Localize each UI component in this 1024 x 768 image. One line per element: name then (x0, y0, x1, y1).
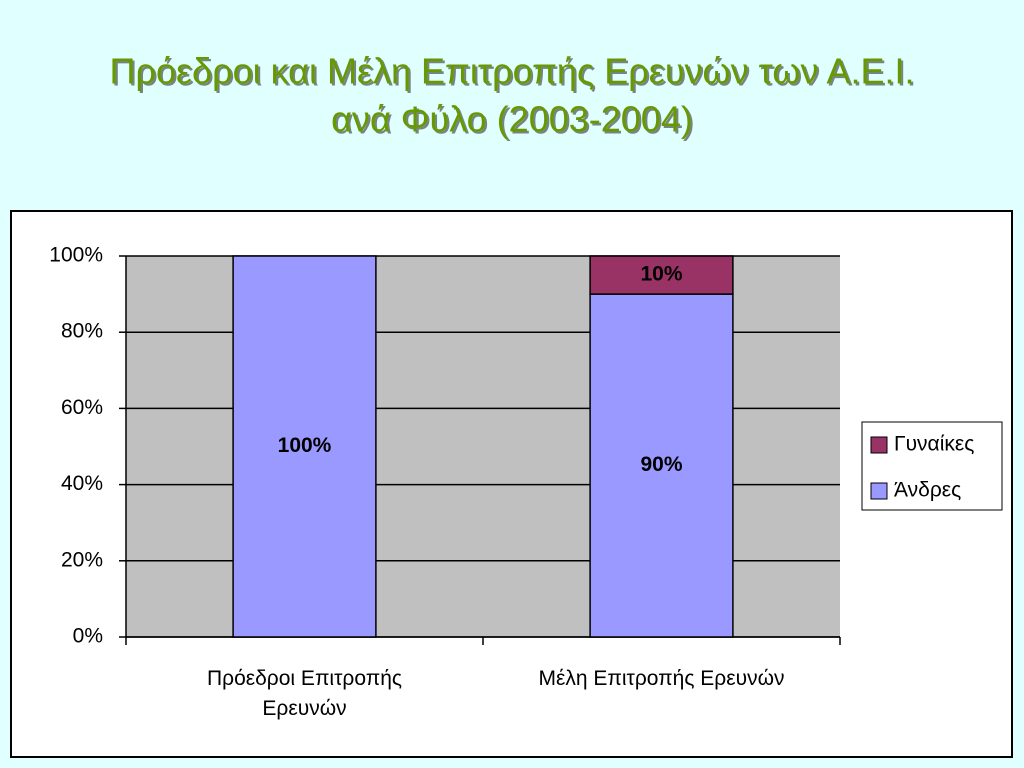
data-label: 10% (640, 263, 682, 286)
legend-swatch (870, 436, 888, 454)
legend-label: Άνδρες (894, 479, 961, 502)
y-tick-label: 100% (49, 244, 103, 267)
bar-segment (232, 255, 377, 638)
y-tick-label: 0% (73, 625, 103, 648)
y-tick-label: 80% (61, 320, 103, 343)
data-label: 100% (278, 434, 332, 457)
data-label: 90% (640, 453, 682, 476)
y-tick-label: 60% (61, 396, 103, 419)
legend-swatch (870, 482, 888, 500)
legend-label: Γυναίκες (894, 433, 974, 456)
x-tick-label: Πρόεδροι Επιτροπής Ερευνών (206, 667, 403, 720)
bar-segment (589, 255, 734, 295)
y-tick-label: 20% (61, 548, 103, 571)
chart-title: ανά Φύλο (2003-2004) (331, 99, 693, 140)
y-tick-label: 40% (61, 472, 103, 495)
x-tick-label: Μέλη Επιτροπής Ερευνών (538, 667, 785, 690)
chart-title: Πρόεδροι και Μέλη Επιτροπής Ερευνών των … (110, 51, 915, 92)
bar-segment (589, 293, 734, 638)
